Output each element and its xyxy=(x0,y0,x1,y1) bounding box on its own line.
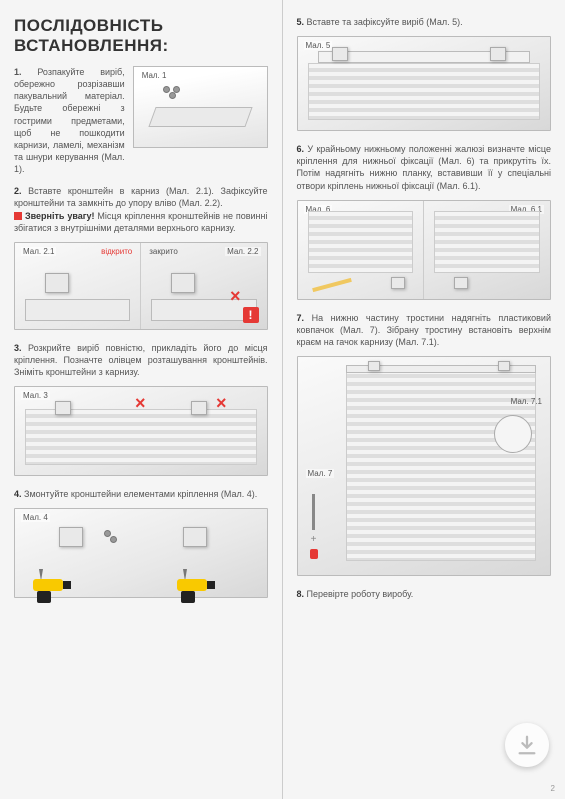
figure-7: Мал. 7.1 Мал. 7 + xyxy=(297,356,552,576)
step-1: 1. Розпакуйте виріб, обережно розрізавши… xyxy=(14,66,268,175)
step-1-num: 1. xyxy=(14,67,22,77)
figure-3: Мал. 3 × × xyxy=(14,386,268,476)
step-1-text: 1. Розпакуйте виріб, обережно розрізавши… xyxy=(14,66,125,175)
figure-5: Мал. 5 xyxy=(297,36,552,131)
step-5-num: 5. xyxy=(297,17,305,27)
step-7-num: 7. xyxy=(297,313,305,323)
figure-1-label: Мал. 1 xyxy=(140,71,169,80)
figure-2-right: закрито Мал. 2.2 × ! xyxy=(141,243,266,329)
label-open: відкрито xyxy=(101,247,132,256)
wand-parts: + xyxy=(310,494,318,559)
warning-badge-icon: ! xyxy=(243,307,259,323)
step-2-text: 2. Вставте кронштейн в карниз (Мал. 2.1)… xyxy=(14,185,268,234)
download-watermark-icon xyxy=(505,723,549,767)
figure-2: Мал. 2.1 відкрито закрито Мал. 2.2 × ! xyxy=(14,242,268,330)
figure-1: Мал. 1 xyxy=(133,66,268,148)
figure-6: Мал. 6 Мал. 6.1 xyxy=(297,200,552,300)
figure-3-label: Мал. 3 xyxy=(21,391,50,400)
x-mark-icon: × xyxy=(216,393,227,414)
step-8-body: Перевірте роботу виробу. xyxy=(307,589,414,599)
step-7-body: На нижню частину тростини надягніть плас… xyxy=(297,313,552,347)
step-6-body: У крайньому нижньому положенні жалюзі ви… xyxy=(297,144,552,190)
step-5-text: 5. Вставте та зафіксуйте виріб (Мал. 5). xyxy=(297,16,552,28)
x-mark-icon: × xyxy=(230,286,241,307)
step-5-body: Вставте та зафіксуйте виріб (Мал. 5). xyxy=(307,17,463,27)
step-3-body: Розкрийте виріб повністю, прикладіть йог… xyxy=(14,343,268,377)
figure-7-label: Мал. 7 xyxy=(306,469,335,478)
step-2-body: Вставте кронштейн в карниз (Мал. 2.1). З… xyxy=(14,186,268,208)
step-7-text: 7. На нижню частину тростини надягніть п… xyxy=(297,312,552,348)
figure-2-2-label: Мал. 2.2 xyxy=(225,247,260,256)
left-column: ПОСЛІДОВНІСТЬ ВСТАНОВЛЕННЯ: 1. Розпакуйт… xyxy=(0,0,283,799)
step-8-num: 8. xyxy=(297,589,305,599)
step-4-text: 4. Змонтуйте кронштейни елементами кріпл… xyxy=(14,488,268,500)
figure-2-1-label: Мал. 2.1 xyxy=(21,247,56,256)
drill-icon xyxy=(33,569,93,603)
label-closed: закрито xyxy=(149,247,178,256)
figure-6-left: Мал. 6 xyxy=(298,201,425,299)
figure-6-right: Мал. 6.1 xyxy=(424,201,550,299)
right-column: 5. Вставте та зафіксуйте виріб (Мал. 5).… xyxy=(283,0,565,799)
figure-2-left: Мал. 2.1 відкрито xyxy=(15,243,141,329)
step-4-body: Змонтуйте кронштейни елементами кріпленн… xyxy=(24,489,257,499)
x-mark-icon: × xyxy=(135,393,146,414)
step-2-warn-label: Зверніть увагу! xyxy=(25,211,95,221)
step-3-num: 3. xyxy=(14,343,22,353)
step-6-num: 6. xyxy=(297,144,305,154)
step-2-num: 2. xyxy=(14,186,22,196)
drill-icon xyxy=(177,569,237,603)
figure-7-1-label: Мал. 7.1 xyxy=(511,397,542,406)
step-8-text: 8. Перевірте роботу виробу. xyxy=(297,588,552,600)
figure-5-label: Мал. 5 xyxy=(304,41,333,50)
step-3-text: 3. Розкрийте виріб повністю, прикладіть … xyxy=(14,342,268,378)
figure-4-label: Мал. 4 xyxy=(21,513,50,522)
step-4-num: 4. xyxy=(14,489,22,499)
figure-4: Мал. 4 xyxy=(14,508,268,598)
page-number: 2 xyxy=(551,784,555,793)
main-heading: ПОСЛІДОВНІСТЬ ВСТАНОВЛЕННЯ: xyxy=(14,16,268,56)
warning-icon xyxy=(14,212,22,220)
step-1-body: Розпакуйте виріб, обережно розрізавши па… xyxy=(14,67,125,174)
step-6-text: 6. У крайньому нижньому положенні жалюзі… xyxy=(297,143,552,192)
